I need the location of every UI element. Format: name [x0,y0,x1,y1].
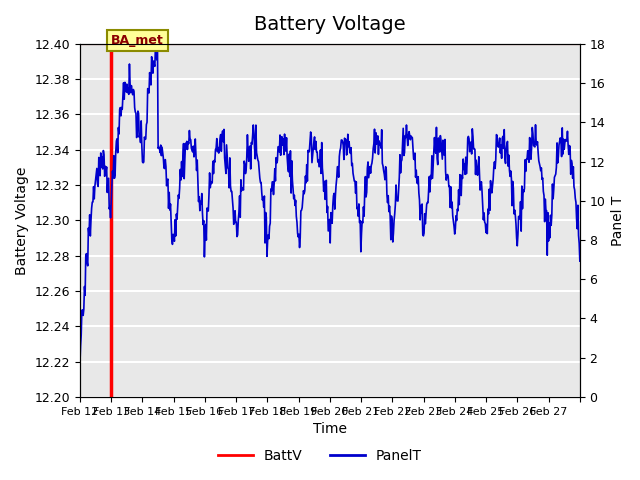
Y-axis label: Battery Voltage: Battery Voltage [15,166,29,275]
Y-axis label: Panel T: Panel T [611,195,625,246]
X-axis label: Time: Time [313,422,347,436]
Title: Battery Voltage: Battery Voltage [254,15,406,34]
Legend: BattV, PanelT: BattV, PanelT [212,443,428,468]
Text: BA_met: BA_met [111,34,164,47]
